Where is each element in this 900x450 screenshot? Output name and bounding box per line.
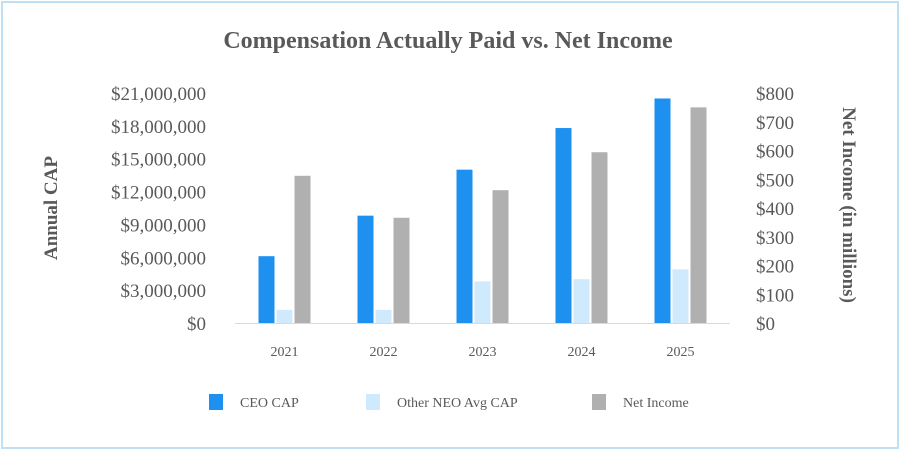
bar-other-neo-avg-cap-2022 [375, 309, 392, 323]
legend-label: CEO CAP [240, 396, 299, 411]
bar-other-neo-avg-cap-2021 [276, 309, 293, 323]
right-axis-label: Net Income (in millions) [838, 107, 859, 303]
left-tick-label: $15,000,000 [111, 150, 206, 171]
chart-title: Compensation Actually Paid vs. Net Incom… [223, 28, 673, 54]
left-tick-label: $12,000,000 [111, 183, 206, 204]
right-tick-label: $200 [756, 257, 794, 278]
bar-other-neo-avg-cap-2024 [573, 279, 590, 323]
right-tick-label: $500 [756, 170, 794, 191]
legend-label: Other NEO Avg CAP [397, 396, 518, 411]
bar-net-income-2022 [393, 217, 410, 323]
x-tick-label: 2021 [271, 345, 299, 360]
right-tick-label: $600 [756, 142, 794, 163]
legend-label: Net Income [623, 396, 689, 411]
left-axis-ticks: $0 $3,000,000 $6,000,000 $9,000,000 $12,000,… [111, 84, 206, 335]
x-tick-label: 2022 [370, 345, 398, 360]
bar-ceo-cap-2025 [654, 98, 671, 323]
x-tick-label: 2025 [667, 345, 695, 360]
bar-net-income-2024 [591, 152, 608, 323]
legend-swatch [592, 394, 606, 410]
left-tick-label: $9,000,000 [121, 215, 207, 236]
bar-other-neo-avg-cap-2023 [474, 281, 491, 323]
right-tick-label: $400 [756, 199, 794, 220]
bar-ceo-cap-2021 [258, 256, 275, 323]
left-tick-label: $18,000,000 [111, 117, 206, 138]
right-tick-label: $800 [756, 84, 794, 105]
right-tick-label: $0 [756, 314, 775, 335]
right-tick-label: $700 [756, 113, 794, 134]
left-tick-label: $3,000,000 [121, 281, 207, 302]
left-axis-label: Annual CAP [41, 156, 62, 260]
right-tick-label: $100 [756, 285, 794, 306]
bar-net-income-2021 [294, 175, 311, 323]
bar-other-neo-avg-cap-2025 [672, 269, 689, 323]
right-axis-ticks: $0 $100 $200 $300 $400 $500 $600 $700 $800 [756, 84, 794, 335]
x-axis-ticks: 2021 2022 2023 2024 2025 [271, 345, 695, 360]
left-tick-label: $6,000,000 [121, 248, 207, 269]
bar-net-income-2025 [690, 107, 707, 323]
legend-swatch [366, 394, 380, 410]
x-tick-label: 2023 [469, 345, 497, 360]
left-tick-label: $21,000,000 [111, 84, 206, 105]
bar-ceo-cap-2023 [456, 169, 473, 323]
x-tick-label: 2024 [568, 345, 596, 360]
bar-ceo-cap-2022 [357, 215, 374, 323]
bar-ceo-cap-2024 [555, 128, 572, 323]
bars [258, 98, 707, 323]
legend: CEO CAP Other NEO Avg CAP Net Income [209, 394, 689, 411]
right-tick-label: $300 [756, 228, 794, 249]
legend-swatch [209, 394, 223, 410]
bar-net-income-2023 [492, 190, 509, 323]
left-tick-label: $0 [187, 314, 206, 335]
